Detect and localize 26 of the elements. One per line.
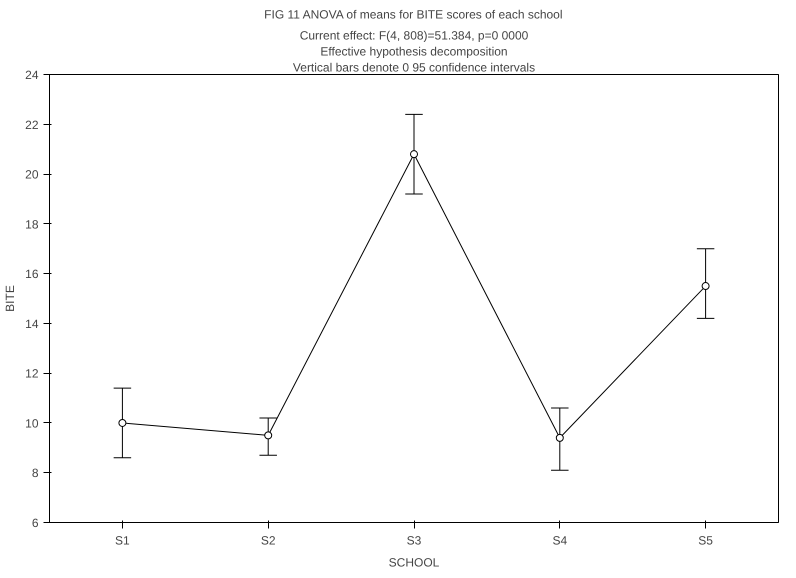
x-tick-label: S3	[406, 534, 422, 548]
chart-subtitle: Current effect: F(4, 808)=51.384, p=0 0000	[300, 28, 529, 42]
x-tick-label: S5	[698, 534, 714, 548]
point	[410, 150, 418, 158]
point	[118, 418, 126, 427]
y-tick-label: 16	[25, 267, 39, 282]
y-tick-label: 8	[32, 466, 39, 480]
y-tick-label: 12	[25, 366, 39, 381]
x-tick-label: S4	[552, 534, 568, 548]
point	[556, 434, 564, 442]
y-tick-label: 10	[25, 416, 39, 430]
y-axis-title: BITE	[3, 285, 18, 312]
chart-title: FIG 11 ANOVA of means for BITE scores of each school	[264, 8, 563, 22]
x-axis-title: SCHOOL	[388, 556, 440, 570]
y-tick-label: 24	[25, 68, 39, 82]
text: Effective hypothesis decomposition	[320, 44, 508, 58]
x-tick-label: S1	[115, 534, 130, 548]
y-tick-label: 20	[25, 168, 39, 182]
x-tick-label: S2	[260, 534, 276, 548]
text: Vertical bars denote 0 95 confidence intervals	[292, 60, 536, 74]
point	[702, 282, 710, 290]
y-tick-label: 14	[25, 316, 39, 331]
point	[264, 431, 272, 440]
y-tick-label: 22	[25, 118, 39, 132]
y-tick-label: 18	[25, 217, 39, 232]
y-tick-label: 6	[32, 516, 39, 530]
